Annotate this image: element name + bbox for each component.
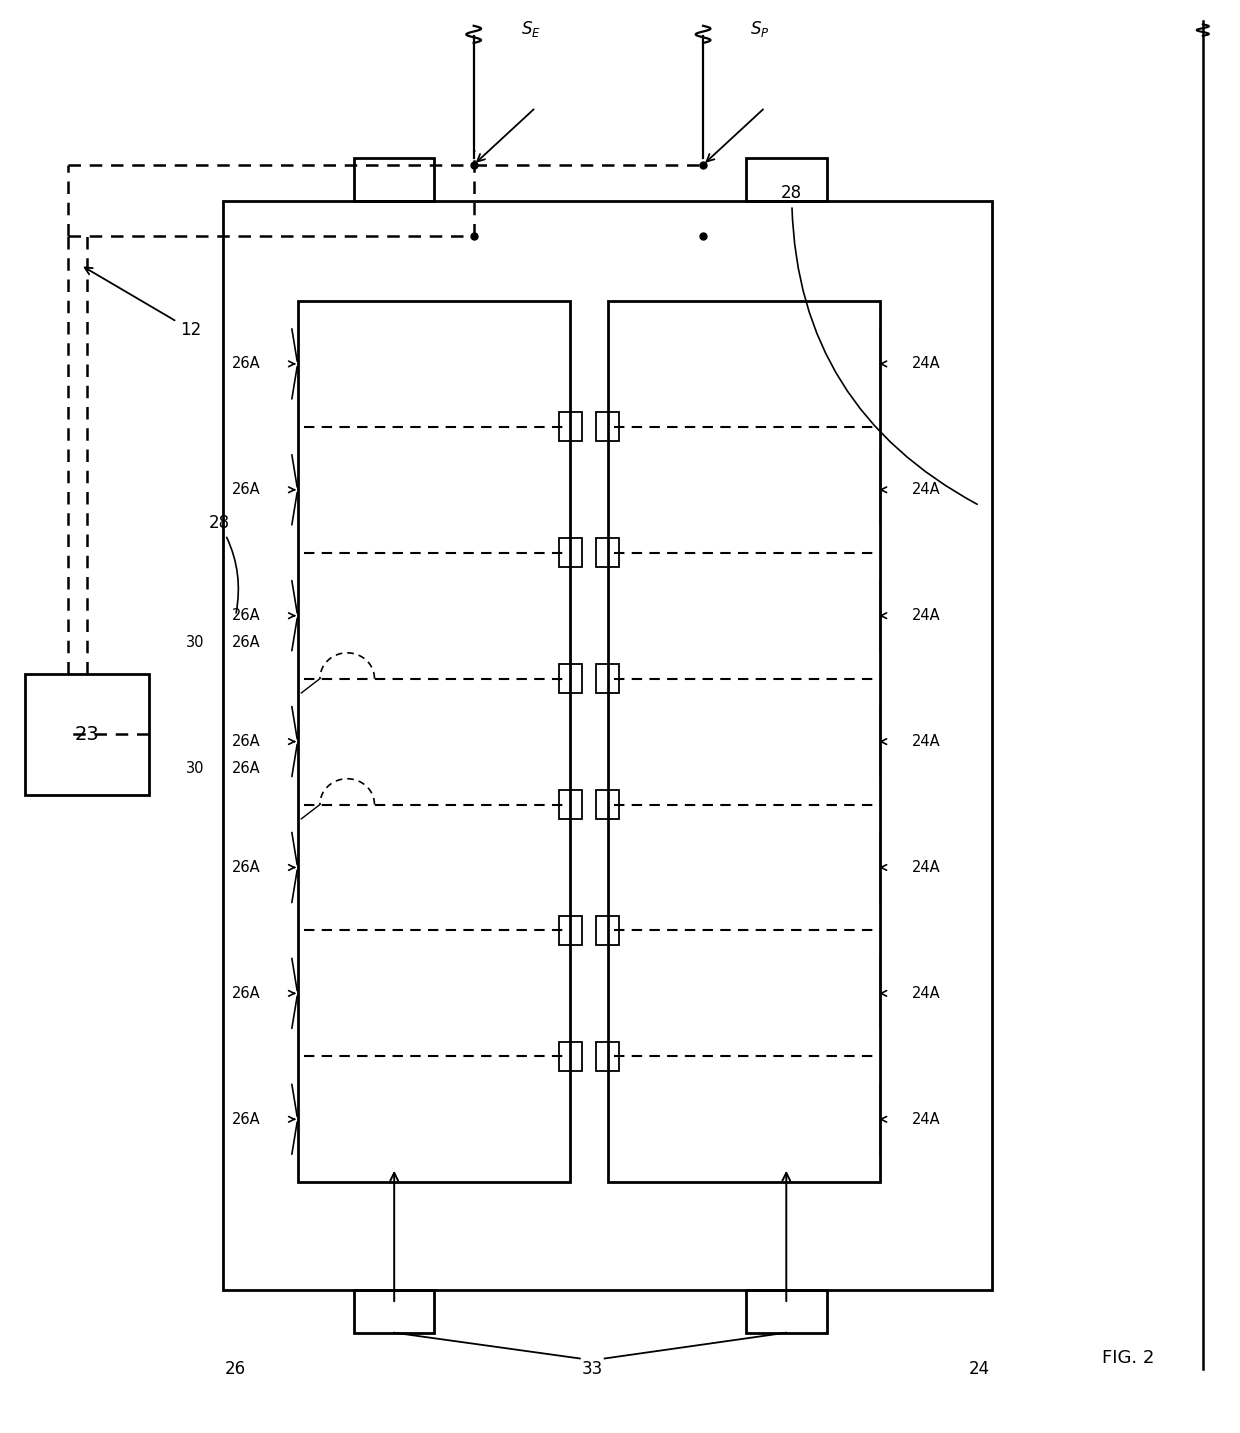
Bar — [746, 158, 827, 201]
Text: 28: 28 — [208, 514, 238, 613]
Text: 24A: 24A — [911, 357, 940, 371]
Text: 26A: 26A — [232, 986, 260, 1000]
Bar — [298, 301, 570, 1182]
Bar — [596, 539, 619, 567]
Text: 26: 26 — [224, 1360, 247, 1377]
Bar — [596, 916, 619, 944]
Text: 24A: 24A — [911, 860, 940, 876]
Bar — [25, 674, 149, 795]
Bar — [559, 790, 582, 818]
Text: $S_E$: $S_E$ — [521, 19, 541, 39]
Text: $S_P$: $S_P$ — [750, 19, 770, 39]
Text: 23: 23 — [74, 725, 99, 744]
Text: 24A: 24A — [911, 734, 940, 749]
Bar — [596, 665, 619, 694]
Text: 26A: 26A — [232, 608, 260, 623]
Text: 26A: 26A — [232, 357, 260, 371]
Bar — [559, 916, 582, 944]
Text: 26A: 26A — [232, 734, 260, 749]
Bar — [559, 539, 582, 567]
Bar — [559, 665, 582, 694]
Text: 26A: 26A — [232, 1112, 260, 1126]
Bar — [596, 1042, 619, 1070]
Bar — [608, 301, 880, 1182]
Bar — [353, 1290, 434, 1333]
Text: 30: 30 — [186, 761, 205, 777]
Bar — [223, 201, 992, 1290]
Text: 24A: 24A — [911, 608, 940, 623]
Text: 24A: 24A — [911, 483, 940, 497]
Text: 24: 24 — [968, 1360, 991, 1377]
Text: 26A: 26A — [232, 635, 260, 651]
Text: 24A: 24A — [911, 1112, 940, 1126]
Bar — [559, 413, 582, 441]
Text: 26A: 26A — [232, 860, 260, 876]
Text: 26A: 26A — [232, 483, 260, 497]
Text: 28: 28 — [781, 185, 977, 504]
Text: FIG. 2: FIG. 2 — [1102, 1350, 1154, 1367]
Text: 24A: 24A — [911, 986, 940, 1000]
Bar — [596, 790, 619, 818]
Text: 26A: 26A — [232, 761, 260, 777]
Bar — [746, 1290, 827, 1333]
Text: 12: 12 — [84, 268, 201, 338]
Bar — [353, 158, 434, 201]
Bar — [559, 1042, 582, 1070]
Text: 30: 30 — [186, 635, 205, 651]
Bar — [596, 413, 619, 441]
Text: 33: 33 — [582, 1360, 603, 1377]
